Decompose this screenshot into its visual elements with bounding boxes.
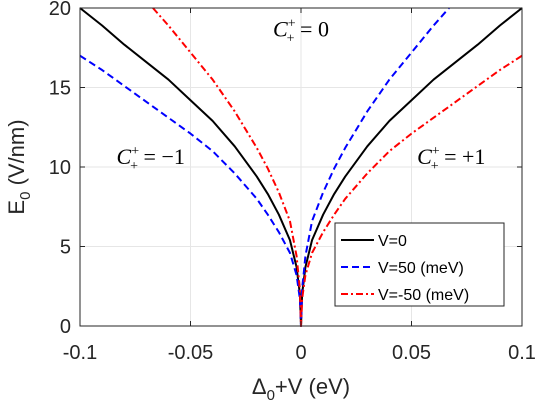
region-label-sub: +: [130, 159, 138, 174]
region-label-1: C+ + = −1: [117, 144, 185, 174]
region-label-value: = 0: [295, 17, 329, 42]
region-label-2: C+ + = +1: [417, 144, 485, 174]
region-label-0: C+ + = 0: [273, 17, 329, 47]
y-axis-label: E0 (V/nm): [4, 119, 34, 214]
y-label-sub: 0: [17, 192, 34, 200]
x-label-delta: Δ: [252, 374, 267, 399]
region-label-symbol: C: [417, 144, 432, 169]
region-label-sup: +: [131, 144, 139, 159]
region-label-value: = −1: [138, 144, 185, 169]
region-label-value: = +1: [439, 144, 486, 169]
x-label-rest: +V (eV): [275, 374, 350, 399]
legend-label-2: V=-50 (meV): [378, 287, 469, 304]
region-label-sub: +: [431, 159, 439, 174]
region-label-sup: +: [288, 17, 296, 32]
region-label-symbol: C: [117, 144, 132, 169]
legend-box: [334, 222, 505, 307]
y-tick-label-2: 10: [49, 157, 71, 179]
y-label-e: E: [4, 200, 29, 215]
y-tick-label-0: 0: [60, 316, 71, 338]
y-label-rest: (V/nm): [4, 119, 29, 191]
legend: V=0 V=50 (meV) V=-50 (meV): [334, 222, 505, 307]
x-label-sub: 0: [267, 387, 275, 404]
x-axis-label: Δ0+V (eV): [252, 374, 350, 404]
annotations: C+ + = 0C+ + = −1 C+ + = +1: [117, 17, 486, 174]
y-tick-label-4: 20: [49, 0, 71, 20]
x-tick-label-0: -0.1: [63, 342, 97, 364]
legend-label-0: V=0: [378, 233, 407, 250]
region-label-sub: +: [287, 32, 295, 47]
y-tick-label-3: 15: [49, 78, 71, 100]
x-tick-label-3: 0.05: [392, 342, 431, 364]
y-tick-label-1: 5: [60, 237, 71, 259]
series-line-2: [152, 7, 523, 327]
x-tick-label-1: -0.05: [168, 342, 214, 364]
legend-label-1: V=50 (meV): [378, 260, 464, 277]
x-tick-label-4: 0.1: [508, 342, 535, 364]
region-label-sup: +: [432, 144, 440, 159]
region-label-symbol: C: [273, 17, 288, 42]
ticks: -0.1 -0.05 0 0.05 0.1 0 5 10 15 20: [49, 0, 535, 364]
x-tick-label-2: 0: [295, 342, 306, 364]
series-line-1: [79, 7, 450, 327]
